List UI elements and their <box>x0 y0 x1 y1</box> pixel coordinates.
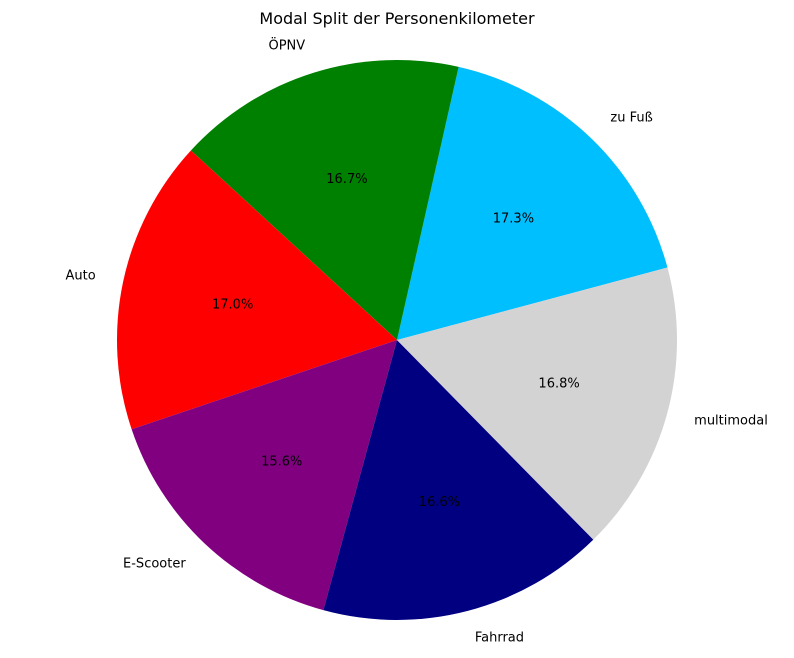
pct-label-auto: 17.0% <box>212 298 253 313</box>
pct-label-oepnv: 16.7% <box>326 172 367 187</box>
pct-label-zu-fuss: 17.3% <box>493 211 534 226</box>
pie-slice-zu-fuss <box>397 66 668 341</box>
slice-label-multimodal: multimodal <box>694 413 768 428</box>
pct-label-multimodal: 16.8% <box>538 377 579 392</box>
slice-label-e-scooter: E-Scooter <box>123 557 186 572</box>
slice-label-zu-fuss: zu Fuß <box>610 110 652 125</box>
slice-label-oepnv: ÖPNV <box>268 37 305 54</box>
chart-title: Modal Split der Personenkilometer <box>259 9 535 28</box>
pie-slice-oepnv <box>190 59 459 340</box>
pie-slices <box>116 59 677 620</box>
pie-slice-auto <box>116 150 397 430</box>
slice-label-auto: Auto <box>66 268 96 283</box>
pie-slice-fahrrad <box>323 340 594 620</box>
pie-labels: zu Fuß 17.3% ÖPNV 16.7% Auto 17.0% E-Scooter 15… <box>66 37 768 646</box>
pct-label-fahrrad: 16.6% <box>419 495 460 510</box>
pct-label-e-scooter: 15.6% <box>261 455 302 470</box>
slice-label-fahrrad: Fahrrad <box>475 631 524 646</box>
pie-slice-e-scooter <box>131 340 397 611</box>
pie-slice-multimodal <box>397 267 677 540</box>
